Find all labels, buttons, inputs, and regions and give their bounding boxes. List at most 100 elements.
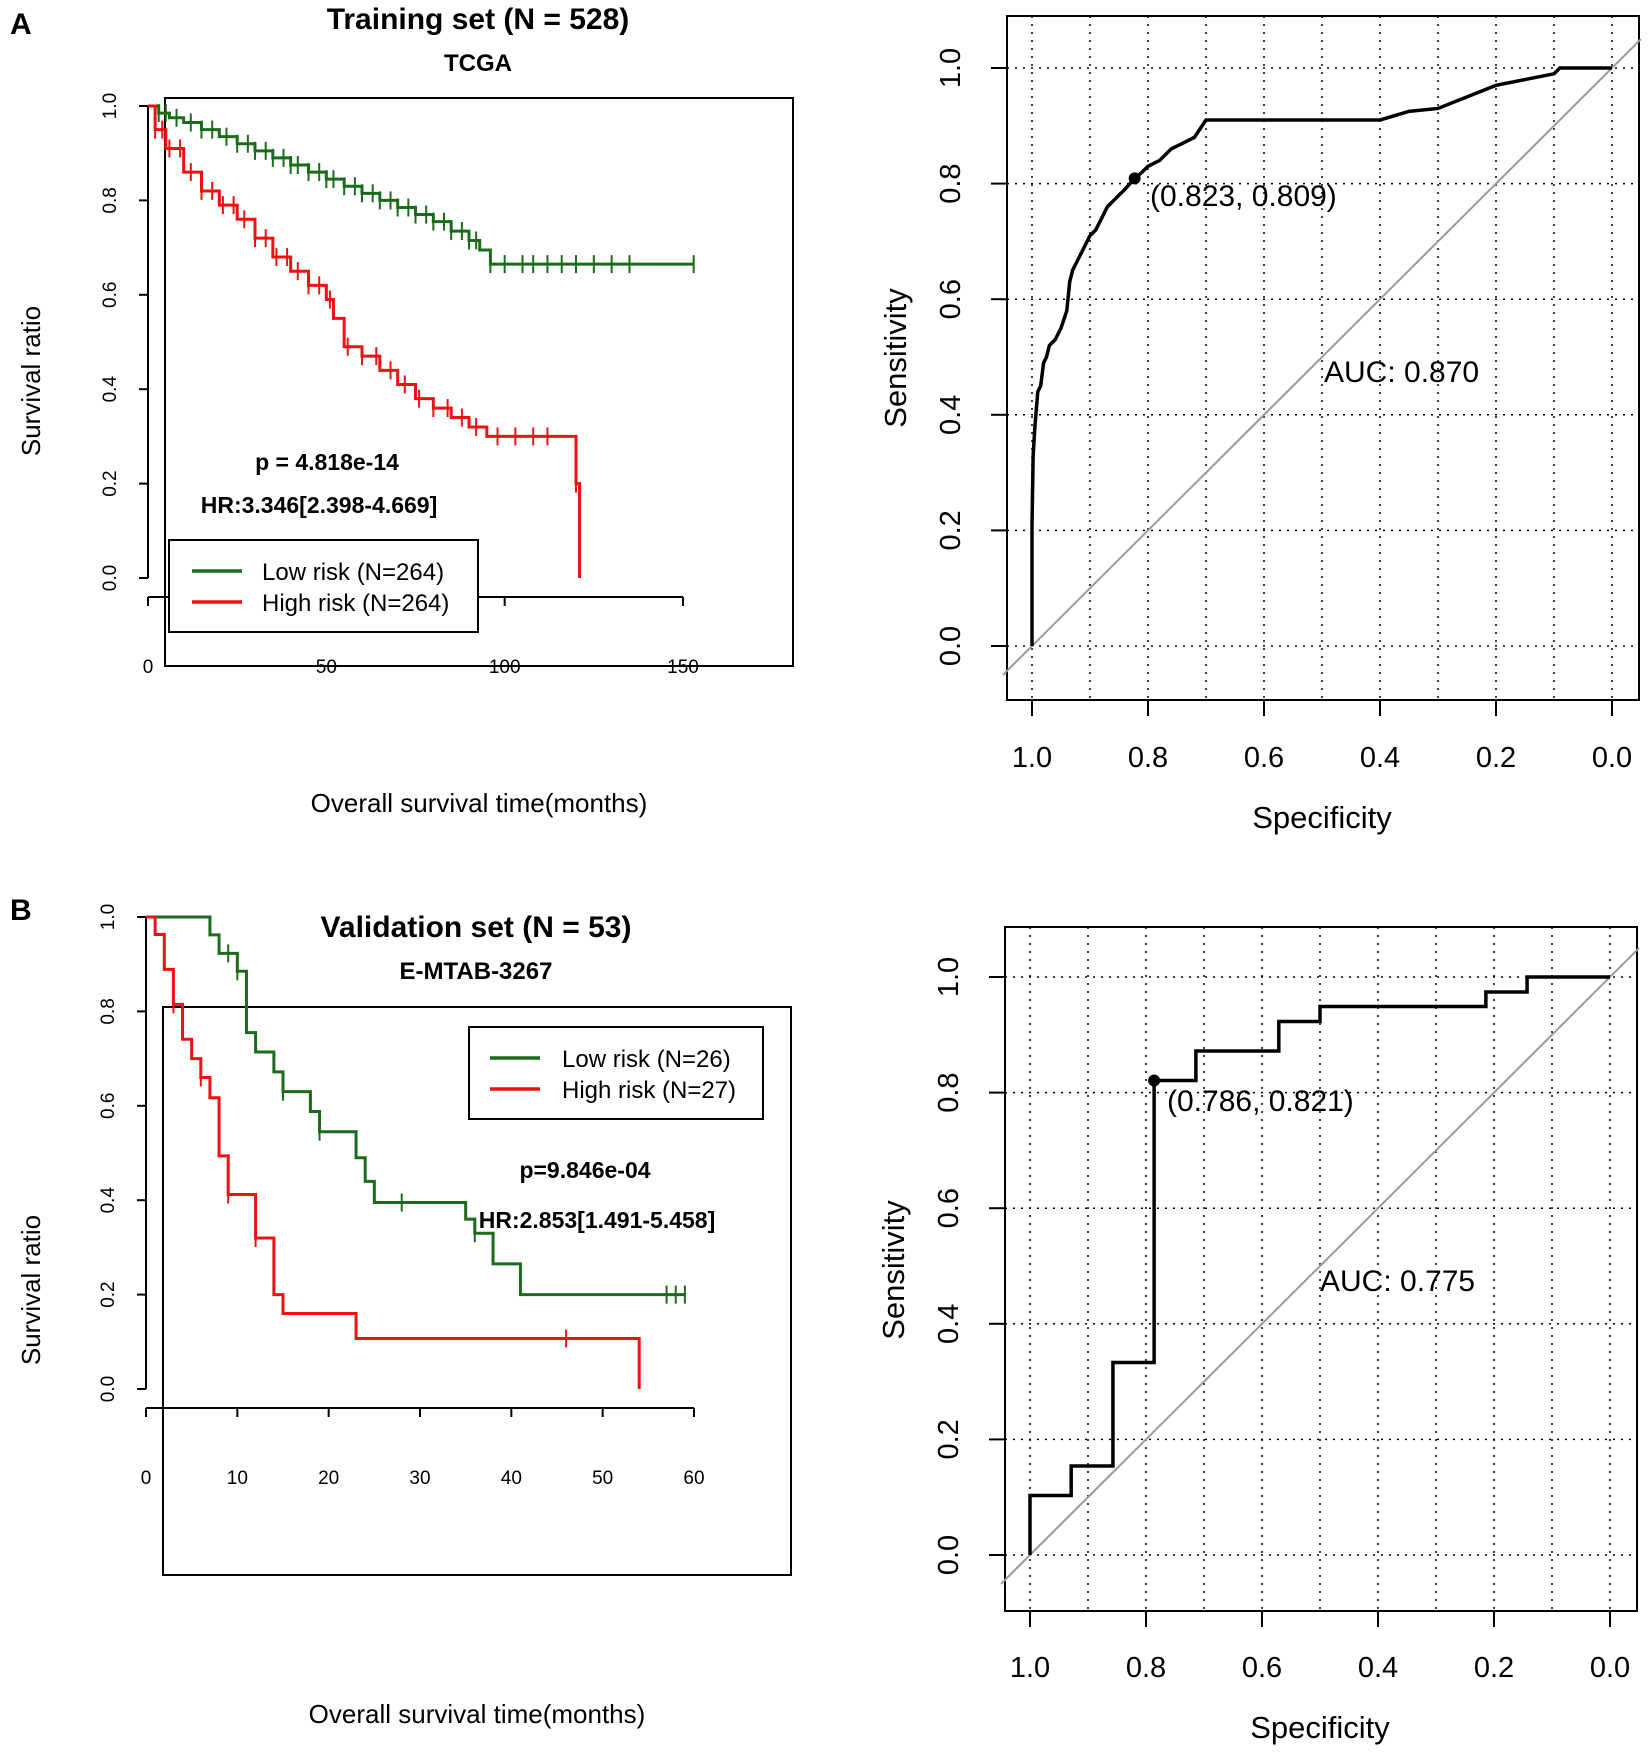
roc-training-chart: 1.0 0.8 0.6 0.4 0.2 0.0 0.0 0.2 0.4 0.6 0.8 1.0 Spe… (878, 15, 1642, 835)
km-validation-legend: Low risk (N=26) High risk (N=27) (468, 1026, 764, 1120)
km-training-legend: Low risk (N=264) High risk (N=264) (168, 539, 479, 633)
km-training-legend-box (168, 539, 479, 633)
roc-validation-auc: AUC: 0.775 (1320, 1265, 1475, 1298)
roc-validation-point-label: (0.786, 0.821) (1167, 1085, 1354, 1118)
roc-validation-xlabel: Specificity (1250, 1710, 1390, 1745)
roc-validation-grid (1000, 927, 1640, 1611)
roc-training-xlabel: Specificity (1252, 800, 1392, 835)
km-training-subtitle: TCGA (444, 50, 512, 77)
y-tick-label: 1.0 (933, 957, 965, 997)
km-validation-hr: HR:2.853[1.491-5.458] (479, 1207, 716, 1233)
x-tick-label: 0 (141, 1468, 152, 1489)
best-threshold-point (1148, 1074, 1161, 1087)
km-validation-axes: 0 10 20 30 40 50 60 0.0 0.2 0.4 0.6 0.8 1.0 (98, 904, 705, 1489)
x-tick-label: 1.0 (1010, 1652, 1050, 1684)
km-validation-legend-high-label: High risk (N=27) (562, 1077, 736, 1104)
y-tick-label: 1.0 (98, 904, 119, 930)
x-tick-label: 10 (227, 1468, 248, 1489)
y-tick-label: 0.0 (935, 626, 967, 666)
x-tick-label: 0.0 (1592, 742, 1632, 774)
y-tick-label: 0.4 (933, 1304, 965, 1344)
roc-validation-plot-frame (1004, 926, 1638, 1612)
chance-diagonal (1002, 38, 1642, 676)
km-training-plot-frame (164, 97, 794, 667)
y-tick-label: 0.4 (100, 376, 121, 403)
km-training-ylabel: Survival ratio (16, 306, 46, 456)
km-training-title: Training set (N = 528) (327, 3, 630, 36)
km-training-chart: Training set (N = 528) TCGA 0 50 100 150 0.0… (16, 3, 794, 818)
roc-validation-chart: 1.0 0.8 0.6 0.4 0.2 0.0 0.0 0.2 0.4 0.6 0.8 1.0 Spe… (876, 926, 1640, 1745)
y-tick-label: 1.0 (935, 48, 967, 88)
km-validation-legend-box (468, 1026, 764, 1120)
y-tick-label: 0.4 (98, 1187, 119, 1214)
x-tick-label: 20 (318, 1468, 339, 1489)
km-validation-title: Validation set (N = 53) (321, 911, 632, 944)
x-tick-label: 0.4 (1360, 742, 1400, 774)
roc-validation-axes: 1.0 0.8 0.6 0.4 0.2 0.0 0.0 0.2 0.4 0.6 0.8 1.0 (933, 957, 1630, 1684)
km-validation-series (146, 915, 686, 1389)
y-tick-label: 0.0 (98, 1376, 119, 1402)
y-tick-label: 0.8 (933, 1072, 965, 1112)
x-tick-label: 0.4 (1358, 1652, 1398, 1684)
roc-training-ylabel: Sensitivity (878, 288, 913, 428)
km-validation-legend-low-label: Low risk (N=26) (562, 1046, 731, 1073)
y-tick-label: 0.2 (933, 1419, 965, 1459)
high-risk-curve (146, 915, 641, 1389)
y-tick-label: 0.0 (100, 565, 121, 591)
x-tick-label: 0.2 (1474, 1652, 1514, 1684)
km-validation-plot-frame (162, 1006, 792, 1576)
x-tick-label: 1.0 (1012, 742, 1052, 774)
panel-label-a: A (10, 8, 32, 41)
x-tick-label: 50 (592, 1468, 613, 1489)
roc-validation-ylabel: Sensitivity (876, 1200, 911, 1340)
x-tick-label: 50 (316, 657, 337, 678)
y-tick-label: 0.4 (935, 395, 967, 435)
roc-validation-series (1028, 975, 1610, 1555)
km-training-legend-high-label: High risk (N=264) (262, 590, 449, 617)
chance-diagonal (1000, 947, 1640, 1585)
panel-label-b: B (10, 894, 32, 927)
roc-training-auc: AUC: 0.870 (1324, 356, 1479, 389)
y-tick-label: 0.8 (100, 187, 121, 213)
y-tick-label: 0.2 (98, 1281, 119, 1307)
km-validation-pvalue: p=9.846e-04 (519, 1157, 650, 1183)
y-tick-label: 0.8 (935, 163, 967, 203)
best-threshold-point (1128, 172, 1141, 185)
x-tick-label: 0.8 (1126, 1652, 1166, 1684)
x-tick-label: 0.8 (1128, 742, 1168, 774)
x-tick-label: 0 (143, 657, 154, 678)
y-tick-label: 0.0 (933, 1535, 965, 1575)
km-training-pvalue: p = 4.818e-14 (255, 449, 399, 475)
km-training-hr: HR:3.346[2.398-4.669] (201, 492, 438, 518)
low-risk-curve (148, 104, 694, 266)
high-risk-curve (148, 104, 582, 578)
y-tick-label: 0.2 (100, 470, 121, 496)
x-tick-label: 100 (489, 657, 521, 678)
x-tick-label: 0.6 (1244, 742, 1284, 774)
y-tick-label: 1.0 (100, 93, 121, 119)
x-tick-label: 60 (683, 1468, 704, 1489)
roc-curve (1028, 975, 1610, 1555)
x-tick-label: 0.0 (1590, 1652, 1630, 1684)
km-validation-chart: Validation set (N = 53) E-MTAB-3267 0 10 2… (16, 904, 792, 1729)
km-training-series (148, 104, 695, 578)
y-tick-label: 0.2 (935, 510, 967, 550)
km-training-xlabel: Overall survival time(months) (311, 788, 648, 818)
x-tick-label: 30 (409, 1468, 430, 1489)
y-tick-label: 0.6 (935, 279, 967, 319)
km-validation-ylabel: Survival ratio (16, 1215, 46, 1365)
y-tick-label: 0.6 (98, 1093, 119, 1119)
y-tick-label: 0.8 (98, 998, 119, 1024)
km-training-legend-low-label: Low risk (N=264) (262, 559, 444, 586)
roc-training-axes: 1.0 0.8 0.6 0.4 0.2 0.0 0.0 0.2 0.4 0.6 0.8 1.0 (935, 48, 1632, 774)
roc-curve (1030, 66, 1612, 646)
roc-training-point-label: (0.823, 0.809) (1150, 180, 1337, 213)
km-training-axes: 0 50 100 150 0.0 0.2 0.4 0.6 0.8 1.0 (100, 93, 699, 678)
km-validation-subtitle: E-MTAB-3267 (400, 958, 553, 985)
km-validation-xlabel: Overall survival time(months) (309, 1699, 646, 1729)
x-tick-label: 0.6 (1242, 1652, 1282, 1684)
y-tick-label: 0.6 (933, 1188, 965, 1228)
roc-training-plot-frame (1006, 15, 1640, 701)
x-tick-label: 0.2 (1476, 742, 1516, 774)
